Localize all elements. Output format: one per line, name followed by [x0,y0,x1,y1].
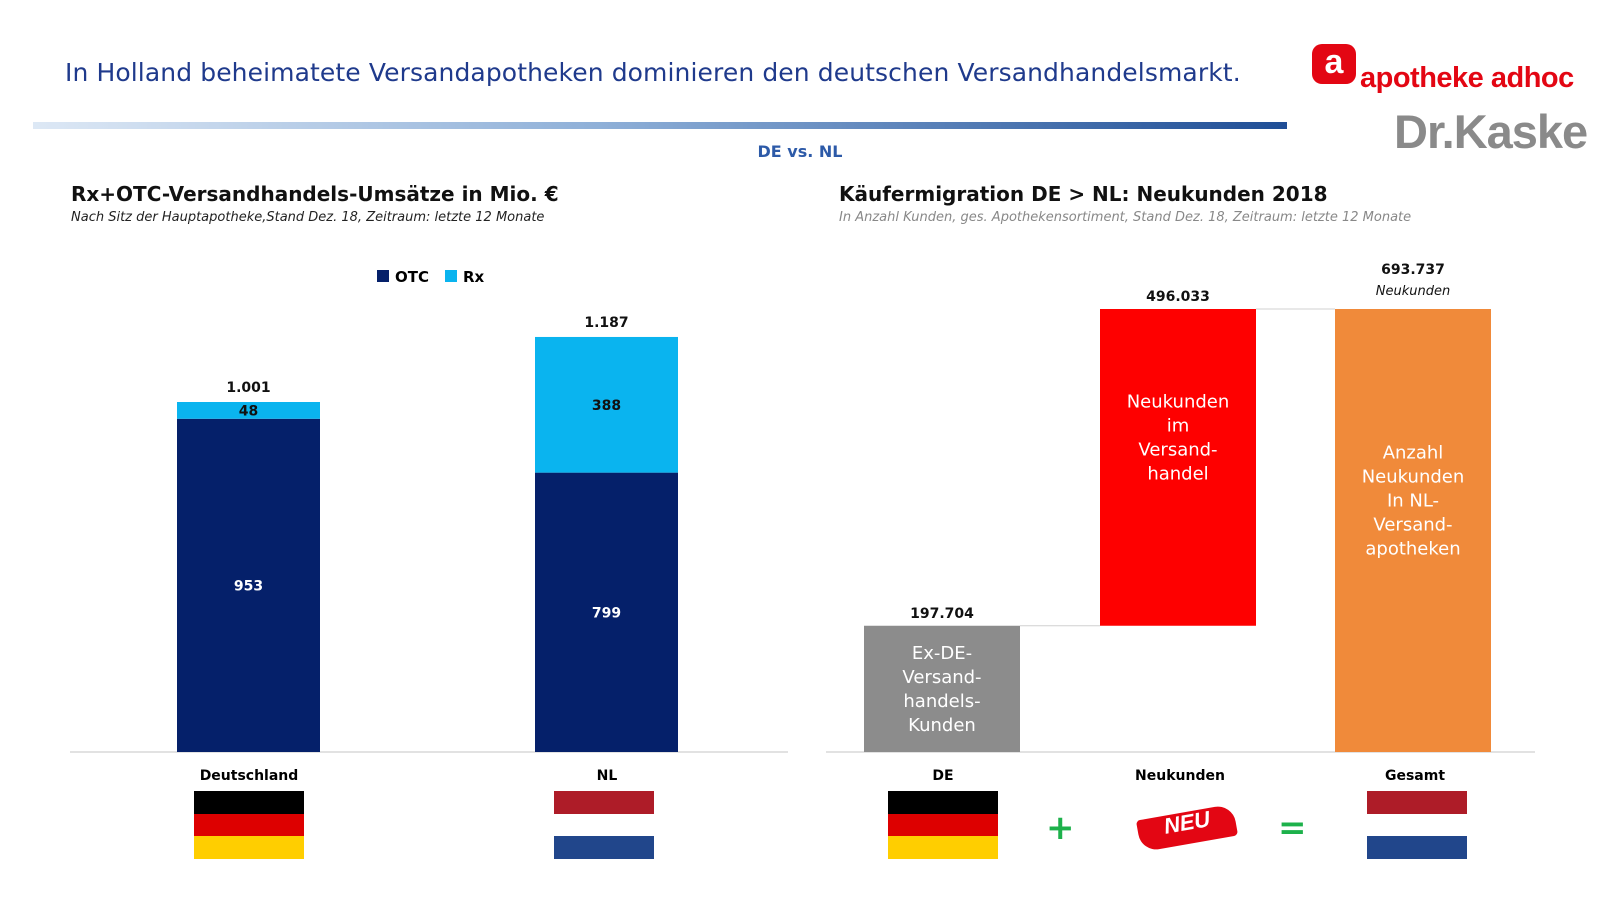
waterfall-total-note: Neukunden [1376,284,1450,299]
waterfall-bar-text-1-0: Neukunden [1127,391,1230,412]
waterfall-value-label-0: 197.704 [910,606,974,622]
waterfall-bar-0 [864,625,1020,752]
waterfall-bar-text-2-3: Versand- [1373,515,1452,536]
rx-bar-1 [535,336,678,473]
category-label-de: DE [932,768,953,784]
waterfall-bar-text-0-1: Versand- [902,667,981,688]
otc-bar-0 [177,418,320,752]
right-chart-title: Käufermigration DE > NL: Neukunden 2018 [839,182,1328,206]
legend-otc-swatch [377,270,389,282]
germany-flag-icon [194,791,304,859]
total-value-label-1: 1.187 [584,315,628,331]
neu-badge-icon: NEU [1135,800,1239,853]
waterfall-bar-text-2-1: Neukunden [1362,467,1465,488]
dr-kaske-logo: Dr.Kaske [1394,105,1588,158]
apotheke-adhoc-logo-icon: a [1312,44,1356,84]
headline-underline [33,122,1287,129]
category-label-nl: NL [597,768,618,784]
category-label-deutschland: Deutschland [200,768,299,784]
page-headline: In Holland beheimatete Versandapotheken … [65,58,1241,87]
rx-value-label-0: 48 [239,403,258,419]
netherlands-flag-icon [1367,791,1467,859]
right-chart-subtitle: In Anzahl Kunden, ges. Apothekensortimen… [839,210,1412,225]
waterfall-bar-text-1-3: handel [1147,463,1208,484]
comparison-subtitle: DE vs. NL [757,142,843,161]
waterfall-bar-text-0-0: Ex-DE- [912,643,972,664]
equals-sign-icon: = [1278,808,1307,848]
netherlands-flag-icon [554,791,654,859]
category-label-gesamt: Gesamt [1385,768,1445,784]
legend-rx-swatch [445,270,457,282]
left-chart-title: Rx+OTC-Versandhandels-Umsätze in Mio. € [71,182,559,206]
otc-value-label-0: 953 [234,578,263,594]
waterfall-bar-text-1-2: Versand- [1138,439,1217,460]
waterfall-bar-1 [1100,309,1256,626]
waterfall-bar-text-0-2: handels- [903,691,980,712]
waterfall-bar-text-0-3: Kunden [908,715,976,736]
left-chart-subtitle: Nach Sitz der Hauptapotheke,Stand Dez. 1… [71,210,545,225]
legend-otc-label: OTC [395,268,429,286]
category-label-neukunden: Neukunden [1135,768,1225,784]
rx-bar-0 [177,402,320,419]
waterfall-bar-text-2-4: apotheken [1365,539,1460,560]
waterfall-bar-text-2-2: In NL- [1387,491,1439,512]
otc-bar-1 [535,472,678,752]
apotheke-adhoc-logo-text: apotheke adhoc [1360,62,1574,94]
germany-flag-icon [888,791,998,859]
waterfall-bar-2 [1335,309,1491,752]
waterfall-value-label-1: 496.033 [1146,289,1210,305]
waterfall-value-label-2: 693.737 [1381,262,1445,278]
total-value-label-0: 1.001 [226,380,270,396]
plus-sign-icon: + [1046,808,1075,848]
legend-rx-label: Rx [463,268,485,286]
waterfall-bar-text-2-0: Anzahl [1383,443,1444,464]
waterfall-bar-text-1-1: im [1167,415,1190,436]
otc-value-label-1: 799 [592,605,621,621]
rx-value-label-1: 388 [592,398,621,414]
